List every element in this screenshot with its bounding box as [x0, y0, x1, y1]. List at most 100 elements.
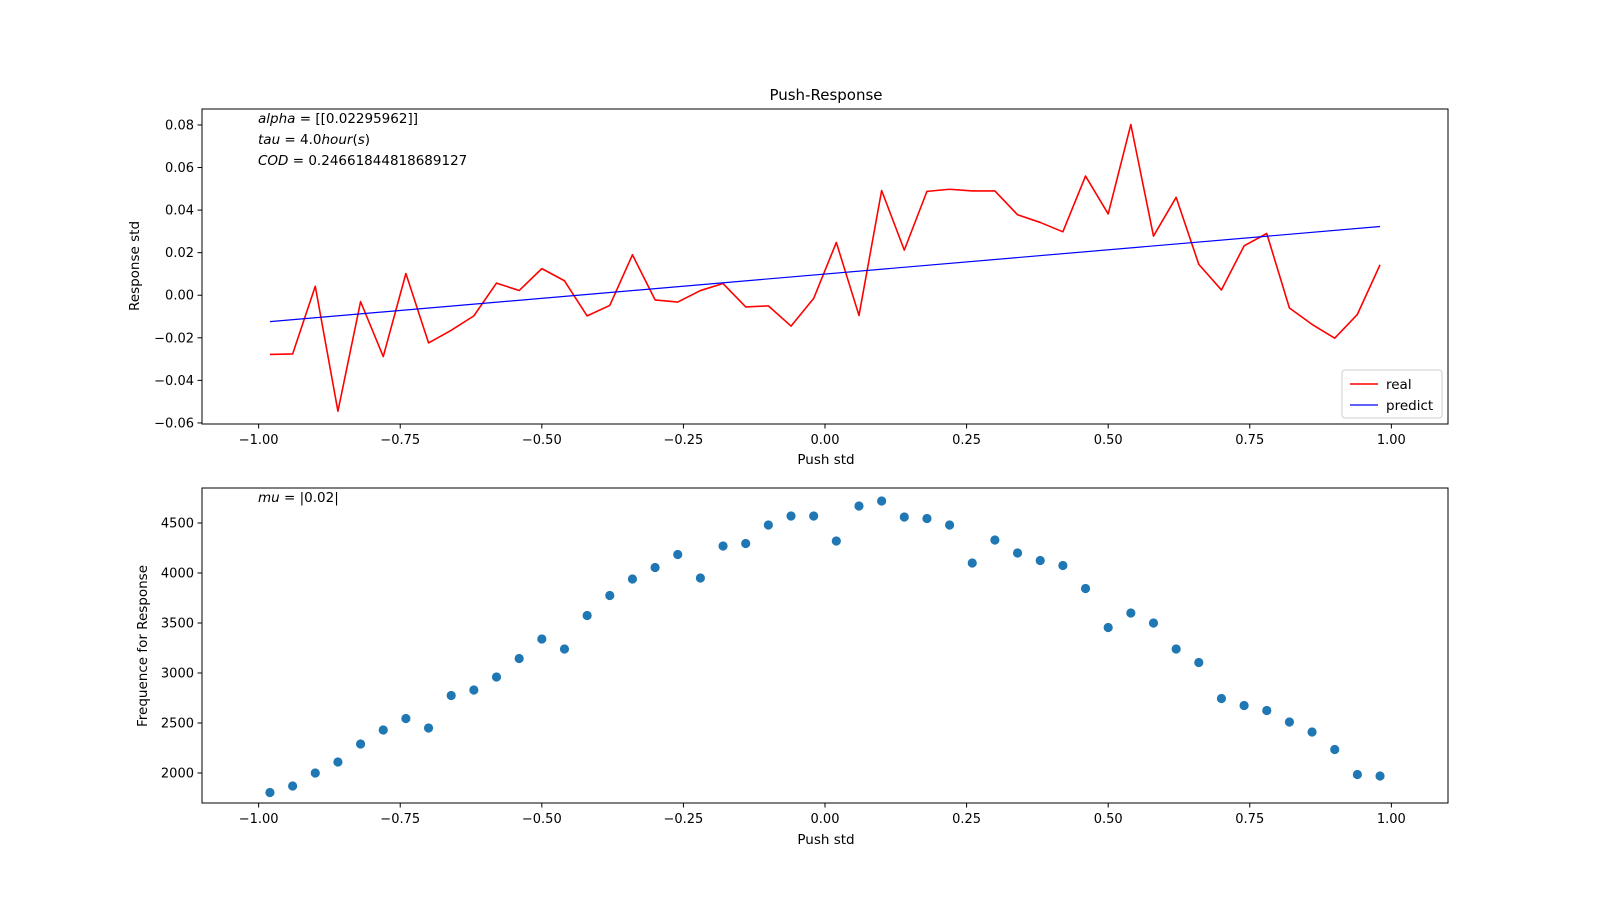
- y-tick-label: 0.00: [165, 289, 194, 304]
- x-tick-label: −1.00: [239, 433, 279, 448]
- scatter-point: [423, 723, 434, 733]
- y-tick-label: 0.02: [165, 246, 194, 261]
- scatter-point: [650, 562, 660, 573]
- scatter-point: [1194, 657, 1204, 668]
- scatter-point: [491, 672, 502, 682]
- annotation-mu: mu = |0.02|: [258, 490, 339, 506]
- scatter-point: [355, 739, 366, 749]
- legend: real predict: [1341, 369, 1443, 419]
- scatter-point: [1239, 700, 1249, 711]
- x-tick-label: −0.75: [380, 433, 420, 448]
- x-tick-label: 0.75: [1235, 433, 1264, 448]
- push-response-plot-area: −1.00 −0.75 −0.50 −0.25 0.00 0.25 0.50 0.75 1.00…: [154, 108, 1449, 448]
- scatter-point: [718, 541, 728, 551]
- top-x-axis-label: Push std: [797, 452, 854, 468]
- scatter-point: [1330, 744, 1340, 755]
- x-tick-label: −0.25: [663, 812, 703, 827]
- scatter-point: [1058, 560, 1068, 571]
- scatter-point: [1080, 583, 1091, 594]
- scatter-point: [378, 725, 388, 735]
- plot-frame: [201, 487, 1449, 804]
- scatter-point: [401, 713, 411, 724]
- x-tick-label: 0.00: [811, 812, 840, 827]
- y-tick-label: 0.04: [165, 204, 194, 219]
- annotation-alpha: alpha = [[0.02295962]]: [258, 111, 418, 127]
- scatter-point: [967, 558, 977, 568]
- scatter-point: [1035, 555, 1045, 566]
- y-tick-label: 3500: [161, 617, 194, 632]
- bottom-x-axis-label: Push std: [797, 832, 854, 848]
- x-tick-label: 0.25: [952, 433, 981, 448]
- legend-label-real: real: [1386, 377, 1412, 393]
- top-y-axis-label: Response std: [127, 221, 143, 311]
- x-tick-label: −1.00: [239, 812, 279, 827]
- scatter-point: [627, 574, 638, 584]
- x-tick-label: 0.50: [1094, 812, 1123, 827]
- x-tick-label: 0.50: [1094, 433, 1123, 448]
- scatter-point: [1012, 548, 1023, 558]
- scatter-point: [990, 535, 1000, 545]
- y-tick-label: 2500: [161, 717, 194, 732]
- legend-label-predict: predict: [1386, 398, 1433, 414]
- scatter-point: [333, 757, 343, 767]
- y-tick-label: 4500: [161, 517, 194, 532]
- y-tick-label: −0.02: [154, 331, 194, 346]
- scatter-point: [288, 781, 298, 791]
- bottom-y-axis-label: Frequence for Response: [135, 565, 151, 727]
- annotation-COD: COD = 0.24661844818689127: [258, 153, 467, 169]
- scatter-point: [741, 538, 751, 549]
- frequency-panel: −1.00 −0.75 −0.50 −0.25 0.00 0.25 0.50 0.75 1.00…: [135, 487, 1449, 848]
- scatter-point: [1216, 693, 1227, 704]
- legend-box: [1341, 369, 1443, 419]
- x-tick-label: 0.00: [811, 433, 840, 448]
- scatter-point: [922, 513, 932, 524]
- scatter-point: [899, 512, 909, 522]
- scatter-point: [559, 644, 570, 654]
- x-tick-label: 0.75: [1235, 812, 1264, 827]
- series-line-predict: [269, 225, 1381, 323]
- scatter-point: [1375, 771, 1385, 781]
- scatter-point: [1262, 705, 1272, 716]
- scatter-point: [514, 653, 524, 664]
- scatter-point: [1352, 769, 1362, 780]
- y-tick-label: 0.06: [165, 161, 194, 176]
- scatter-point: [1307, 727, 1317, 737]
- scatter-point: [265, 787, 275, 798]
- annotation-tau: tau = 4.0hour(s): [258, 132, 370, 148]
- scatter-point: [537, 634, 547, 644]
- x-tick-label: −0.50: [522, 433, 562, 448]
- chart-title: Push-Response: [769, 86, 882, 104]
- series-line-real: [269, 123, 1381, 413]
- y-tick-label: 0.08: [165, 118, 194, 133]
- scatter-point: [1171, 644, 1181, 654]
- push-response-panel: Push-Response −1.00 −0.75 −0.50 −0.25 0.00 0.…: [127, 86, 1449, 468]
- x-tick-label: −0.25: [663, 433, 703, 448]
- frequency-plot-area: −1.00 −0.75 −0.50 −0.25 0.00 0.25 0.50 0.75 1.00…: [161, 487, 1449, 827]
- scatter-point: [786, 511, 796, 521]
- scatter-point: [763, 520, 773, 530]
- scatter-point: [695, 573, 706, 583]
- scatter-point: [1126, 608, 1136, 618]
- scatter-point: [831, 536, 841, 546]
- scatter-point: [310, 768, 320, 778]
- scatter-point: [582, 610, 592, 621]
- y-tick-label: −0.06: [154, 416, 194, 431]
- x-tick-label: −0.50: [522, 812, 562, 827]
- x-tick-label: 1.00: [1377, 433, 1406, 448]
- y-tick-label: 3000: [161, 667, 194, 682]
- scatter-point: [1284, 717, 1295, 727]
- scatter-point: [673, 549, 683, 560]
- x-tick-label: −0.75: [380, 812, 420, 827]
- y-tick-label: 2000: [161, 767, 194, 782]
- scatter-point: [469, 685, 479, 695]
- scatter-point: [945, 520, 955, 530]
- y-tick-label: 4000: [161, 567, 194, 582]
- scatter-point: [854, 501, 864, 511]
- scatter-point: [1148, 618, 1159, 628]
- scatter-point: [877, 496, 887, 506]
- scatter-point: [809, 511, 819, 521]
- x-tick-label: 1.00: [1377, 812, 1406, 827]
- scatter-point: [1103, 622, 1113, 633]
- scatter-point: [446, 690, 456, 701]
